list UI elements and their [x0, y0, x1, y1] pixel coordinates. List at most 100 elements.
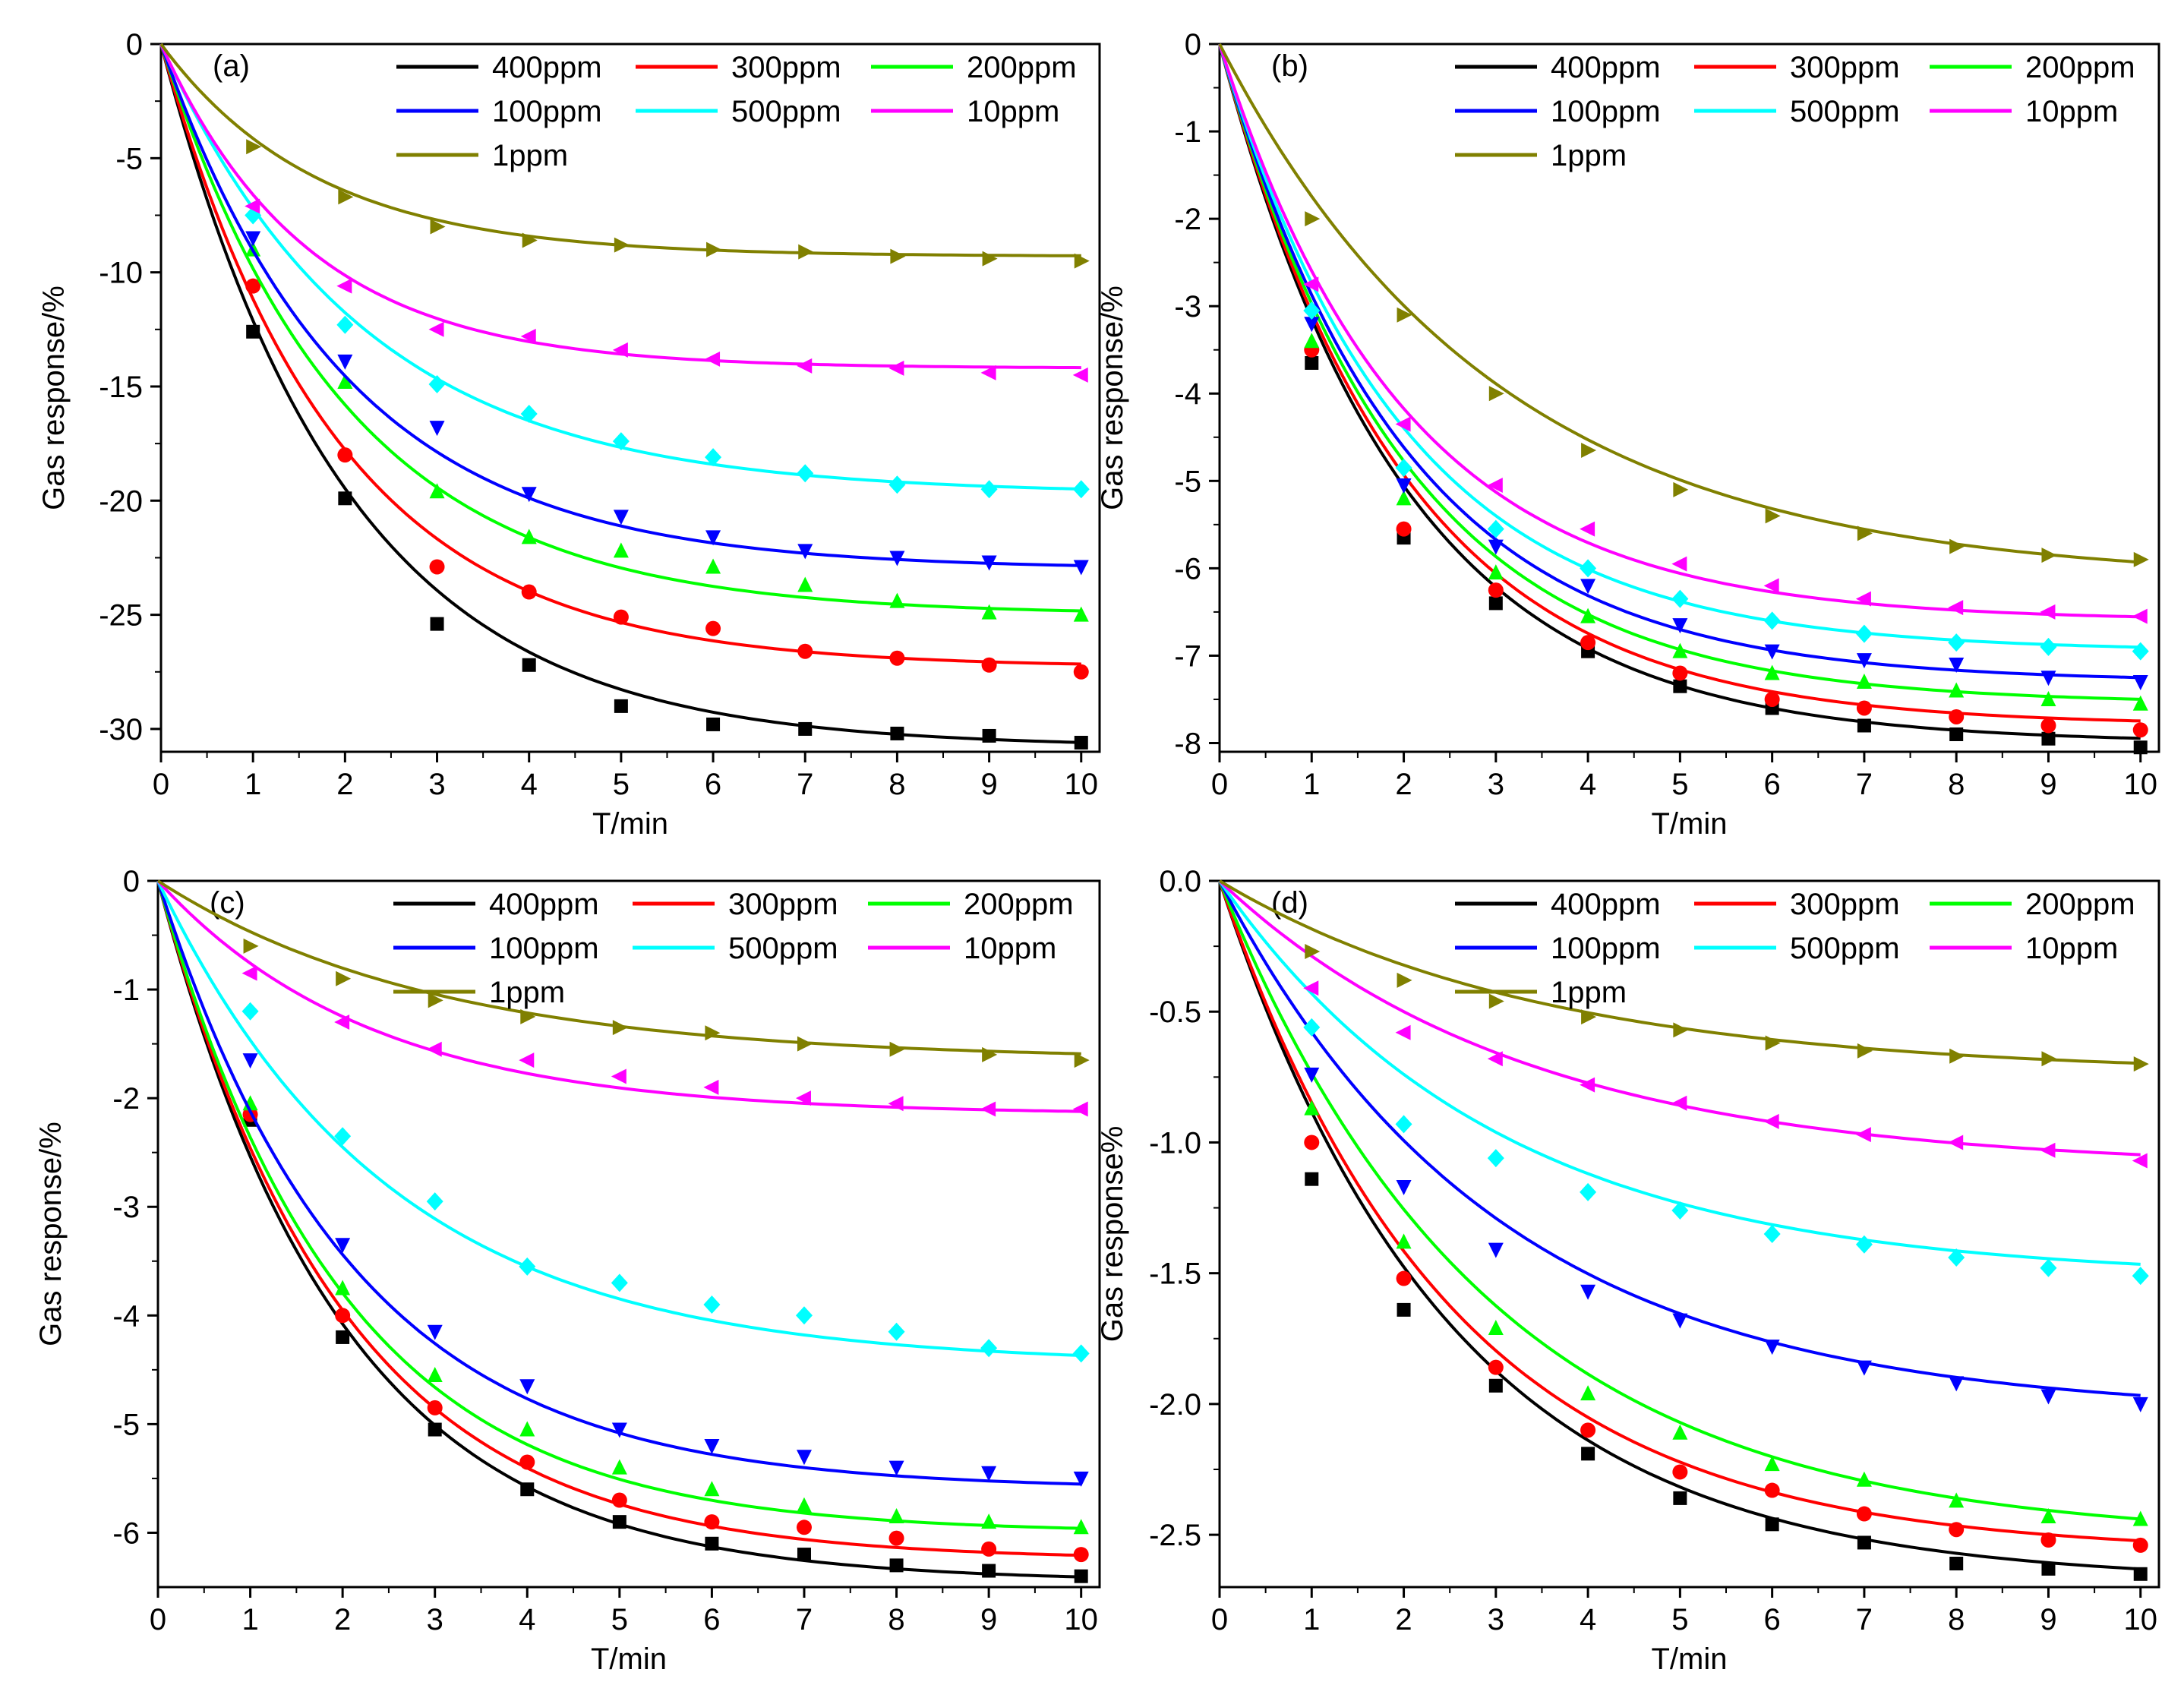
legend-label: 300ppm	[728, 888, 838, 921]
data-point-500ppm	[1855, 1235, 1873, 1254]
y-axis-label: Gas response/%	[37, 286, 71, 510]
data-point-500ppm	[1487, 1149, 1504, 1168]
x-tick-label: 5	[1671, 768, 1688, 801]
data-point-500ppm	[980, 480, 998, 499]
x-tick-label: 10	[1065, 768, 1099, 801]
data-point-400ppm	[1857, 718, 1871, 733]
data-point-300ppm	[1856, 700, 1872, 716]
x-tick-label: 8	[888, 1603, 904, 1636]
legend-label: 10ppm	[967, 95, 1059, 128]
y-tick-label: 0	[126, 28, 143, 62]
y-tick-label: 0	[1185, 28, 1201, 62]
data-point-200ppm	[1073, 1519, 1089, 1535]
fit-line-300ppm	[156, 880, 1081, 1557]
data-point-300ppm	[1580, 635, 1596, 651]
y-tick-label: -3	[1174, 290, 1201, 323]
x-tick-label: 0	[150, 1603, 166, 1636]
x-tick-label: 10	[2123, 1603, 2157, 1636]
data-point-10ppm	[1395, 1024, 1411, 1040]
data-point-1ppm	[2041, 548, 2057, 563]
panel-tag: (b)	[1271, 49, 1308, 83]
data-point-100ppm	[1304, 317, 1320, 333]
data-point-400ppm	[1488, 596, 1503, 611]
data-point-100ppm	[1764, 1340, 1780, 1355]
data-point-200ppm	[1488, 1320, 1504, 1335]
fit-line-1ppm	[159, 43, 1081, 257]
data-point-300ppm	[337, 447, 353, 463]
data-point-100ppm	[245, 231, 261, 247]
y-tick-label: -1	[112, 974, 140, 1007]
data-point-500ppm	[1395, 1115, 1412, 1134]
data-point-400ppm	[1305, 1172, 1319, 1186]
data-point-10ppm	[980, 364, 996, 380]
data-point-500ppm	[611, 1273, 628, 1292]
data-point-200ppm	[2040, 690, 2056, 706]
data-point-100ppm	[429, 421, 445, 437]
data-point-10ppm	[1671, 556, 1687, 572]
data-point-500ppm	[2132, 1267, 2149, 1286]
data-point-200ppm	[1304, 333, 1320, 349]
panel-c: 0 1 2 3 4 5 6 7 8 9 10 0 -1 -2 -3 -4 -5 -6 T/min Gas respon…	[34, 865, 1101, 1676]
data-point-500ppm	[888, 1322, 905, 1341]
data-point-200ppm	[889, 592, 905, 608]
x-tick-label: 3	[1488, 1603, 1504, 1636]
data-point-200ppm	[1856, 1471, 1872, 1487]
legend-label: 200ppm	[2025, 51, 2135, 84]
data-point-500ppm	[888, 475, 906, 494]
data-point-10ppm	[1072, 1101, 1088, 1117]
data-point-10ppm	[1948, 600, 1964, 616]
data-point-200ppm	[613, 542, 629, 558]
data-point-10ppm	[1580, 1077, 1595, 1093]
data-point-300ppm	[335, 1308, 351, 1324]
data-point-200ppm	[1304, 1100, 1320, 1116]
fit-line-10ppm	[1218, 43, 2141, 619]
data-point-100ppm	[2040, 1389, 2056, 1405]
y-tick-label: -5	[112, 1408, 140, 1441]
data-point-1ppm	[612, 1020, 628, 1036]
data-point-1ppm	[798, 244, 814, 260]
y-tick-label: -2.5	[1149, 1519, 1201, 1552]
data-point-1ppm	[336, 970, 352, 986]
data-point-200ppm	[888, 1508, 904, 1523]
y-tick-label: -10	[99, 257, 143, 290]
y-tick-label: -1	[1174, 115, 1201, 149]
y-tick-label: -4	[1174, 377, 1201, 411]
data-point-500ppm	[612, 432, 630, 451]
data-point-100ppm	[1949, 1376, 1965, 1392]
data-point-300ppm	[519, 1454, 535, 1470]
data-point-100ppm	[981, 1466, 997, 1482]
data-point-100ppm	[797, 544, 813, 560]
data-point-1ppm	[520, 1008, 536, 1024]
data-point-500ppm	[1855, 624, 1873, 643]
data-point-200ppm	[429, 483, 445, 499]
data-point-400ppm	[522, 658, 536, 672]
data-point-300ppm	[1856, 1506, 1872, 1522]
data-point-500ppm	[1948, 1248, 1965, 1267]
data-point-1ppm	[1488, 993, 1504, 1009]
x-tick-label: 9	[2040, 1603, 2056, 1636]
legend-label: 100ppm	[492, 95, 602, 128]
data-point-100ppm	[613, 510, 629, 525]
data-point-1ppm	[1488, 386, 1504, 402]
data-point-10ppm	[1763, 1113, 1779, 1129]
x-tick-label: 1	[245, 768, 261, 801]
data-point-1ppm	[428, 993, 443, 1008]
y-tick-label: 0	[123, 865, 140, 898]
data-point-400ppm	[1074, 1569, 1088, 1583]
data-point-400ppm	[1581, 1447, 1595, 1461]
data-point-400ppm	[1765, 1517, 1779, 1532]
fit-line-200ppm	[159, 43, 1081, 613]
data-point-100ppm	[1856, 653, 1872, 669]
data-point-400ppm	[982, 728, 996, 743]
x-tick-label: 3	[428, 768, 445, 801]
data-point-200ppm	[1764, 664, 1780, 680]
data-point-10ppm	[1395, 416, 1411, 432]
legend-label: 10ppm	[2025, 932, 2118, 965]
data-point-300ppm	[1764, 1482, 1780, 1498]
legend-label: 400ppm	[489, 888, 599, 921]
data-point-200ppm	[1488, 564, 1504, 580]
data-point-500ppm	[336, 315, 354, 334]
data-point-10ppm	[1580, 521, 1595, 537]
y-tick-label: -5	[1174, 465, 1201, 498]
data-point-100ppm	[1073, 560, 1089, 576]
